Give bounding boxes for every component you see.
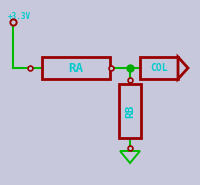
Bar xyxy=(140,57,178,79)
Text: COL: COL xyxy=(150,63,168,73)
Polygon shape xyxy=(178,57,188,79)
Text: RA: RA xyxy=(68,61,84,75)
Bar xyxy=(119,84,141,138)
Bar xyxy=(42,57,110,79)
Polygon shape xyxy=(120,151,140,163)
Text: RB: RB xyxy=(125,104,135,118)
Text: +3.3V: +3.3V xyxy=(8,12,31,21)
